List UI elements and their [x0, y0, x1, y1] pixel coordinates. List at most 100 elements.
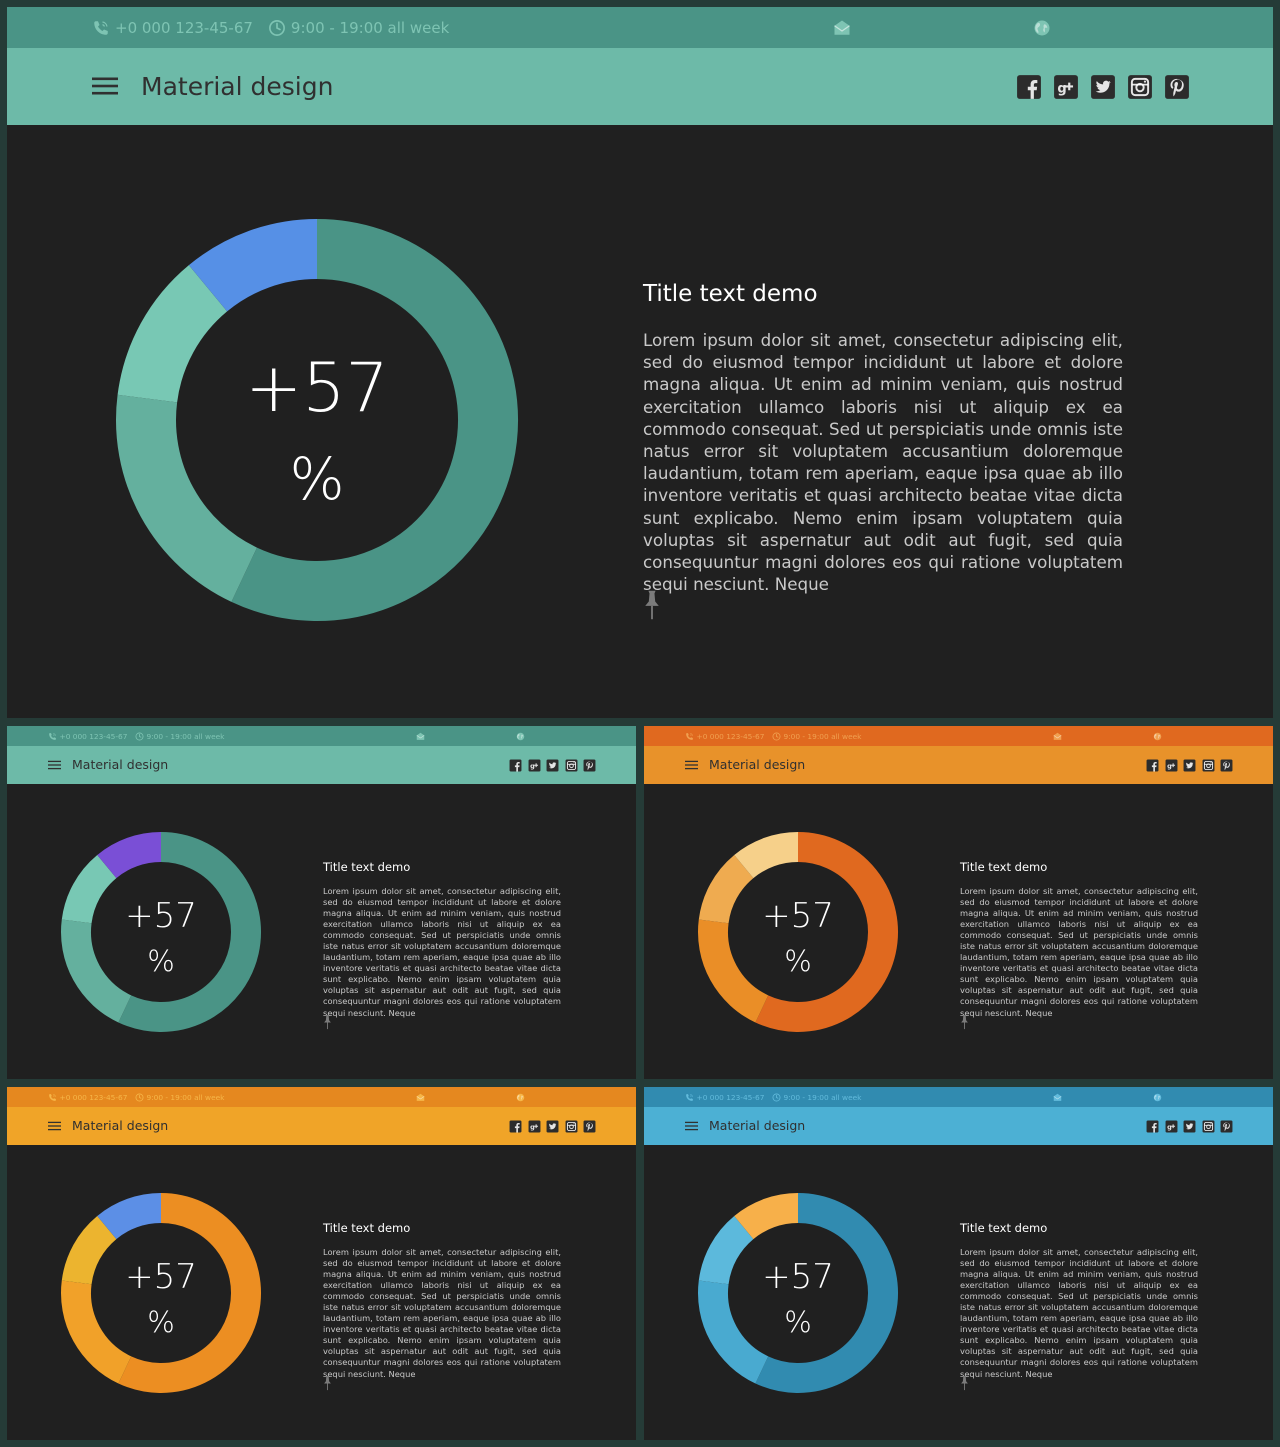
contact-bar: +0 000 123-45-67 9:00 - 19:00 all week [644, 726, 1273, 746]
phone-number: +0 000 123-45-67 [115, 18, 253, 37]
facebook-icon[interactable] [509, 759, 522, 772]
facebook-icon[interactable] [509, 1120, 522, 1133]
donut-unit: % [147, 943, 175, 978]
svg-text:g: g [530, 762, 535, 770]
donut-unit: % [289, 445, 345, 514]
menu-icon[interactable] [685, 1121, 698, 1131]
app-title: Material design [72, 1118, 169, 1133]
svg-text:g: g [530, 1123, 535, 1131]
donut-tertiary-segment [698, 1215, 754, 1285]
donut-unit: % [784, 1304, 812, 1339]
svg-text:g: g [1167, 1123, 1172, 1131]
menu-icon[interactable] [48, 1121, 61, 1131]
mail-icon[interactable] [416, 732, 425, 741]
donut-secondary-segment [698, 919, 769, 1023]
globe-icon[interactable] [516, 1093, 525, 1102]
contact-bar: +0 000 123-45-67 9:00 - 19:00 all week [7, 726, 636, 746]
mail-icon[interactable] [833, 19, 851, 37]
donut-tertiary-segment [698, 854, 754, 924]
pinterest-icon[interactable] [583, 759, 596, 772]
phone-number: +0 000 123-45-67 [59, 1092, 128, 1102]
contact-bar: +0 000 123-45-67 9:00 - 19:00 all week [7, 1087, 636, 1107]
content-body: Lorem ipsum dolor sit amet, consectetur … [323, 886, 561, 1018]
phone-icon [94, 20, 108, 35]
globe-icon[interactable] [516, 732, 525, 741]
content-title: Title text demo [960, 1221, 1048, 1235]
pin-icon [324, 1375, 331, 1391]
donut-chart [698, 1193, 898, 1393]
clock-icon [772, 732, 781, 740]
app-bar: Material design g [7, 1107, 636, 1145]
preview-slide-blue: +0 000 123-45-67 9:00 - 19:00 all week M… [644, 1087, 1273, 1440]
pin-icon [645, 590, 659, 620]
donut-accent-segment [188, 219, 318, 312]
menu-icon[interactable] [92, 76, 118, 96]
globe-icon[interactable] [1033, 19, 1051, 37]
phone-icon [49, 732, 56, 740]
google-plus-icon[interactable]: g [1053, 74, 1079, 100]
twitter-icon[interactable] [546, 1120, 559, 1133]
mail-icon[interactable] [1053, 1093, 1062, 1102]
instagram-icon[interactable] [1127, 74, 1153, 100]
preview-slide-amber: +0 000 123-45-67 9:00 - 19:00 all week M… [7, 1087, 636, 1440]
instagram-icon[interactable] [565, 759, 578, 772]
twitter-icon[interactable] [1183, 1120, 1196, 1133]
donut-accent-segment [734, 1193, 799, 1240]
working-hours: 9:00 - 19:00 all week [290, 18, 450, 37]
menu-icon[interactable] [685, 760, 698, 770]
main-slide: +0 000 123-45-67 9:00 - 19:00 all week M… [7, 7, 1273, 718]
donut-accent-segment [734, 832, 799, 879]
phone-number: +0 000 123-45-67 [696, 1092, 765, 1102]
app-title: Material design [72, 757, 169, 772]
clock-icon [268, 19, 285, 36]
contact-info: +0 000 123-45-67 9:00 - 19:00 all week [685, 726, 861, 746]
donut-tertiary-segment [61, 1215, 117, 1285]
working-hours: 9:00 - 19:00 all week [783, 731, 862, 741]
donut-tertiary-segment [61, 854, 117, 924]
donut-accent-segment [97, 1193, 162, 1240]
twitter-icon[interactable] [546, 759, 559, 772]
content-title: Title text demo [323, 860, 411, 874]
globe-icon[interactable] [1153, 732, 1162, 741]
google-plus-icon[interactable]: g [1165, 1120, 1178, 1133]
facebook-icon[interactable] [1146, 1120, 1159, 1133]
phone-number: +0 000 123-45-67 [59, 731, 128, 741]
instagram-icon[interactable] [1202, 1120, 1215, 1133]
instagram-icon[interactable] [565, 1120, 578, 1133]
donut-value: +57 [245, 349, 389, 429]
donut-chart [61, 1193, 261, 1393]
phone-icon [49, 1093, 56, 1101]
pinterest-icon[interactable] [1220, 1120, 1233, 1133]
pinterest-icon[interactable] [1164, 74, 1190, 100]
pinterest-icon[interactable] [1220, 759, 1233, 772]
pinterest-icon[interactable] [583, 1120, 596, 1133]
google-plus-icon[interactable]: g [528, 759, 541, 772]
clock-icon [135, 732, 144, 740]
content-body: Lorem ipsum dolor sit amet, consectetur … [960, 1247, 1198, 1379]
donut-value: +57 [762, 1256, 834, 1297]
donut-tertiary-segment [117, 265, 228, 404]
mail-icon[interactable] [1053, 732, 1062, 741]
contact-bar: +0 000 123-45-67 9:00 - 19:00 all week [644, 1087, 1273, 1107]
donut-primary-segment [231, 219, 518, 621]
content-body: Lorem ipsum dolor sit amet, consectetur … [960, 886, 1198, 1018]
social-links: g [509, 759, 596, 772]
donut-primary-segment [118, 832, 261, 1032]
globe-icon[interactable] [1153, 1093, 1162, 1102]
menu-icon[interactable] [48, 760, 61, 770]
content-title: Title text demo [643, 281, 818, 307]
twitter-icon[interactable] [1090, 74, 1116, 100]
working-hours: 9:00 - 19:00 all week [146, 731, 225, 741]
contact-info: +0 000 123-45-67 9:00 - 19:00 all week [48, 1087, 224, 1107]
mail-icon[interactable] [416, 1093, 425, 1102]
instagram-icon[interactable] [1202, 759, 1215, 772]
google-plus-icon[interactable]: g [528, 1120, 541, 1133]
donut-unit: % [147, 1304, 175, 1339]
app-title: Material design [141, 72, 334, 101]
facebook-icon[interactable] [1146, 759, 1159, 772]
twitter-icon[interactable] [1183, 759, 1196, 772]
facebook-icon[interactable] [1016, 74, 1042, 100]
content-title: Title text demo [323, 1221, 411, 1235]
app-bar: Material design g [7, 48, 1273, 125]
google-plus-icon[interactable]: g [1165, 759, 1178, 772]
